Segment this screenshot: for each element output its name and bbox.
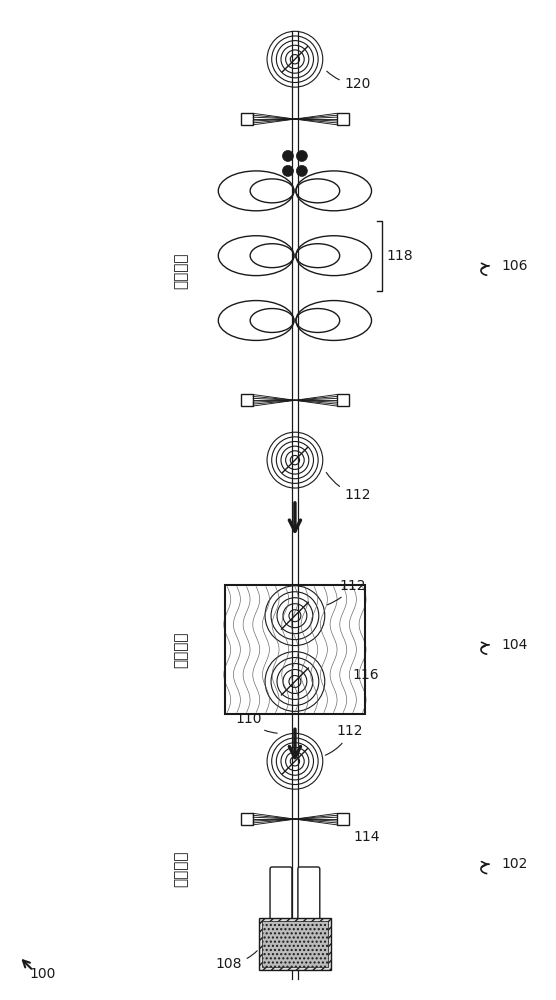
Text: 120: 120: [327, 71, 371, 91]
Text: 112: 112: [327, 579, 366, 605]
Text: 102: 102: [502, 857, 528, 871]
Bar: [241, 813, 253, 825]
Bar: [241, 394, 253, 406]
Circle shape: [296, 150, 307, 161]
Bar: [225, 585, 365, 714]
FancyBboxPatch shape: [270, 867, 292, 933]
Text: 108: 108: [215, 951, 257, 971]
Text: 热轧系统: 热轧系统: [173, 252, 188, 289]
FancyBboxPatch shape: [298, 867, 320, 933]
Text: 110: 110: [235, 712, 277, 733]
Circle shape: [282, 165, 294, 176]
Circle shape: [282, 150, 294, 161]
Bar: [337, 813, 349, 825]
Bar: [259, 918, 331, 970]
Circle shape: [296, 165, 307, 176]
Text: 118: 118: [386, 249, 413, 263]
Bar: [337, 113, 349, 125]
Text: 106: 106: [502, 259, 528, 273]
Text: 114: 114: [354, 830, 380, 844]
Text: 112: 112: [326, 472, 371, 502]
Bar: [262, 921, 327, 967]
Text: 112: 112: [325, 724, 363, 755]
Text: 104: 104: [502, 638, 528, 652]
Bar: [241, 113, 253, 125]
Bar: [337, 394, 349, 406]
Text: 储存系统: 储存系统: [173, 631, 188, 668]
Text: 116: 116: [353, 660, 379, 682]
Text: 100: 100: [29, 967, 56, 981]
Text: 铸造系统: 铸造系统: [173, 851, 188, 887]
